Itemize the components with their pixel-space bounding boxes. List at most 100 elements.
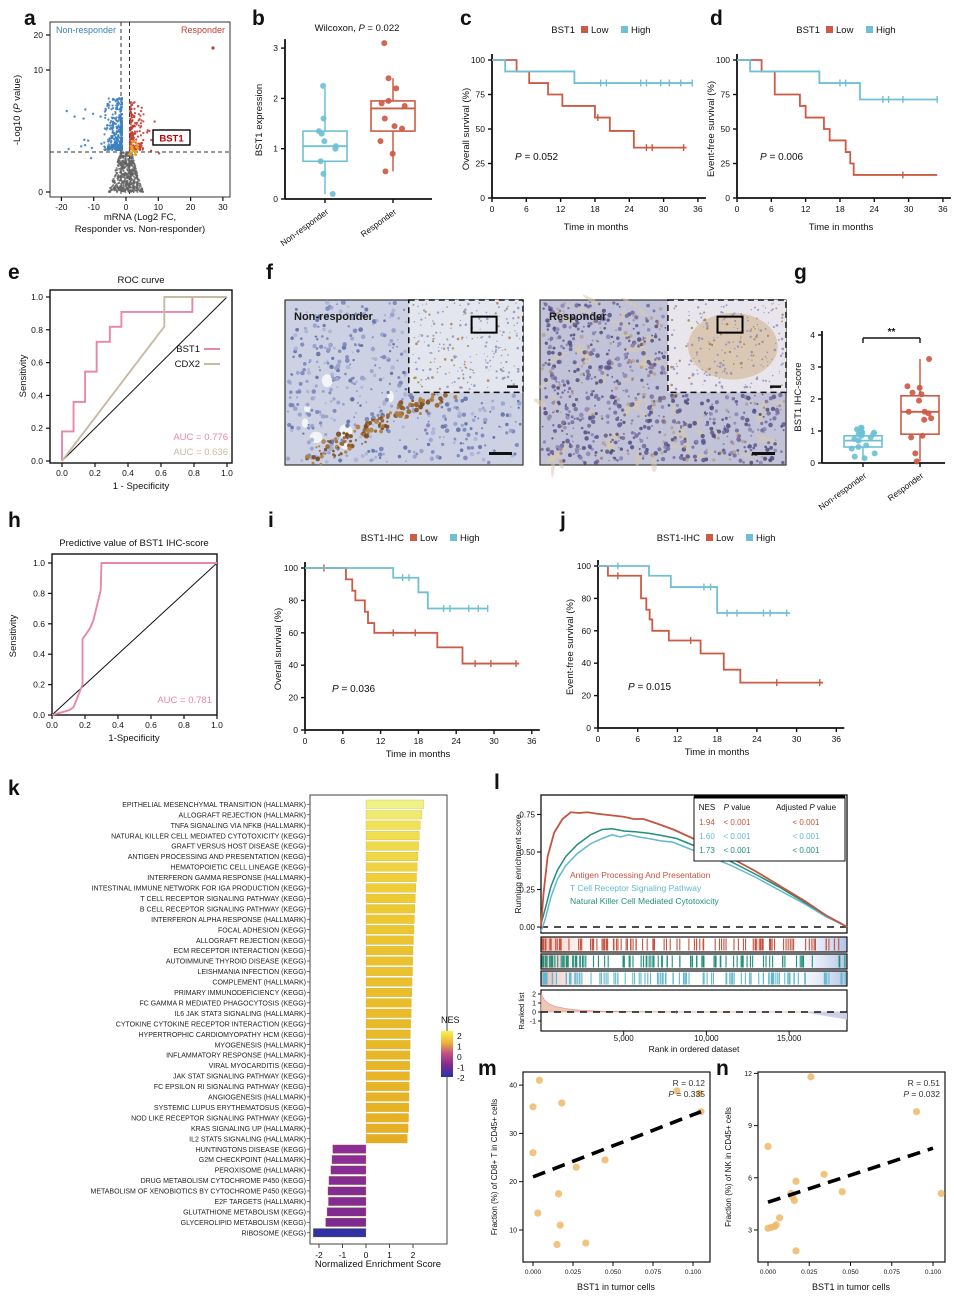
svg-text:36: 36 [693, 204, 703, 214]
svg-text:0.075: 0.075 [884, 1269, 901, 1276]
svg-text:CDX2: CDX2 [175, 359, 200, 370]
svg-text:BST1 IHC-score: BST1 IHC-score [793, 362, 804, 431]
svg-text:Responder: Responder [549, 311, 607, 323]
svg-text:Non-responder: Non-responder [56, 25, 116, 35]
svg-text:0.2: 0.2 [31, 423, 43, 433]
panel-label-h: h [8, 509, 21, 532]
svg-text:< 0.001: < 0.001 [724, 818, 751, 827]
svg-text:GRAFT VERSUS HOST DISEASE (KEG: GRAFT VERSUS HOST DISEASE (KEGG) [171, 844, 306, 851]
svg-text:30: 30 [904, 204, 914, 214]
svg-text:NES: NES [699, 803, 715, 812]
svg-text:4: 4 [810, 330, 815, 340]
svg-text:P = 0.006: P = 0.006 [760, 152, 804, 163]
svg-text:P = 0.036: P = 0.036 [332, 684, 376, 695]
svg-text:0: 0 [532, 1010, 536, 1017]
svg-text:30: 30 [792, 734, 802, 744]
svg-text:AUC = 0.636: AUC = 0.636 [173, 447, 228, 458]
svg-text:24: 24 [752, 734, 762, 744]
svg-text:6: 6 [340, 736, 345, 746]
svg-text:6: 6 [524, 204, 529, 214]
svg-text:100: 100 [577, 561, 591, 571]
svg-text:1.0: 1.0 [211, 720, 223, 730]
svg-text:< 0.001: < 0.001 [793, 832, 820, 841]
svg-text:P = 0.052: P = 0.052 [515, 152, 559, 163]
svg-text:P = 0.015: P = 0.015 [628, 682, 672, 693]
svg-text:-20: -20 [55, 202, 68, 212]
panel-i-km-os: 0 6 12 18 24 30 36 0 20 40 60 80 100 BST1-IHC Low High P… [273, 533, 540, 760]
svg-text:50: 50 [721, 124, 731, 134]
svg-text:0: 0 [38, 187, 43, 197]
panel-h-roc: 0.00.0 0.2 0.2 0.4 0.4 0.6 0.6 0.8 0.8 1.0 1.0 AUC … [8, 538, 223, 744]
svg-text:-1: -1 [457, 1063, 465, 1073]
svg-text:0.100: 0.100 [685, 1269, 702, 1276]
svg-text:0.000: 0.000 [525, 1269, 542, 1276]
svg-text:0.6: 0.6 [33, 619, 45, 629]
svg-text:INTESTINAL IMMUNE NETWORK FOR: INTESTINAL IMMUNE NETWORK FOR IGA PRODUC… [92, 886, 306, 893]
svg-text:0.50: 0.50 [519, 848, 535, 857]
panel-label-d: d [710, 7, 723, 30]
svg-text:0.0: 0.0 [46, 720, 58, 730]
svg-text:1: 1 [457, 1042, 462, 1052]
panel-label-f: f [266, 261, 273, 284]
svg-text:-2: -2 [315, 1250, 323, 1260]
svg-text:BST1 in tumor cells: BST1 in tumor cells [577, 1282, 656, 1292]
panel-label-g: g [794, 261, 807, 284]
svg-text:0.025: 0.025 [801, 1269, 818, 1276]
svg-text:Ranked list: Ranked list [517, 992, 526, 1030]
svg-text:3: 3 [748, 1228, 752, 1235]
svg-text:0.4: 0.4 [31, 390, 43, 400]
svg-text:25: 25 [721, 159, 731, 169]
svg-text:1.0: 1.0 [33, 558, 45, 568]
panel-e-roc: 0.0 0.0 0.2 0.2 0.4 0.4 0.6 0.6 0.8 0.8 1.0 1.0 BST1… [18, 275, 233, 492]
svg-text:40: 40 [509, 1083, 517, 1090]
svg-text:60: 60 [582, 626, 592, 636]
svg-text:1.0: 1.0 [221, 468, 233, 478]
svg-text:COMPLEMENT (HALLMARK): COMPLEMENT (HALLMARK) [212, 980, 306, 987]
svg-text:MYOGENESIS (HALLMARK): MYOGENESIS (HALLMARK) [215, 1042, 306, 1049]
svg-text:80: 80 [582, 593, 592, 603]
panel-label-n: n [716, 1057, 729, 1080]
svg-text:12: 12 [556, 204, 566, 214]
svg-text:12: 12 [744, 1071, 752, 1078]
svg-text:36: 36 [938, 204, 948, 214]
svg-text:Fraction (%) of NK in CD45+ ce: Fraction (%) of NK in CD45+ cells [724, 1107, 733, 1227]
panel-l-gsea: 0.00 0.25 0.50 0.75 Antigen Processing And P… [513, 794, 848, 1054]
svg-text:0.025: 0.025 [565, 1269, 582, 1276]
svg-text:Sensitivity: Sensitivity [18, 354, 29, 397]
svg-text:0.6: 0.6 [145, 720, 157, 730]
panel-label-b: b [252, 7, 265, 30]
svg-text:PRIMARY IMMUNODEFICIENCY (KEGG: PRIMARY IMMUNODEFICIENCY (KEGG) [174, 990, 306, 997]
svg-text:Running enrichment score: Running enrichment score [513, 814, 523, 913]
panel-a-volcano: -20 -10 0 10 20 30 0 10 20 Non-responder Responder… [12, 21, 231, 235]
ihc-image-non-responder: Non-responder [284, 299, 524, 466]
svg-text:B CELL RECEPTOR SIGNALING PATH: B CELL RECEPTOR SIGNALING PATHWAY (KEGG) [140, 906, 306, 913]
svg-text:0.0: 0.0 [31, 456, 43, 466]
svg-text:-1: -1 [530, 1019, 536, 1026]
svg-text:0.075: 0.075 [645, 1269, 662, 1276]
svg-text:0.050: 0.050 [605, 1269, 622, 1276]
svg-text:< 0.001: < 0.001 [724, 846, 751, 855]
svg-text:0: 0 [810, 458, 815, 468]
svg-text:DRUG METABOLISM CYTOCHROME P45: DRUG METABOLISM CYTOCHROME P450 (KEGG) [141, 1178, 306, 1185]
svg-text:CYTOKINE CYTOKINE RECEPTOR INT: CYTOKINE CYTOKINE RECEPTOR INTERACTION (… [116, 1021, 306, 1028]
svg-text:24: 24 [870, 204, 880, 214]
svg-text:2: 2 [457, 1031, 462, 1041]
svg-text:0.0: 0.0 [56, 468, 68, 478]
svg-text:0.75: 0.75 [519, 811, 535, 820]
svg-text:Adjusted P value: Adjusted P value [776, 803, 837, 812]
svg-text:10: 10 [34, 65, 44, 75]
svg-text:0.4: 0.4 [33, 649, 45, 659]
svg-text:AUC = 0.781: AUC = 0.781 [157, 695, 212, 706]
svg-text:Time in months: Time in months [809, 222, 874, 233]
svg-text:0.2: 0.2 [89, 468, 101, 478]
panel-label-e: e [8, 261, 20, 284]
svg-text:1: 1 [273, 144, 278, 154]
svg-text:High: High [460, 533, 480, 544]
svg-text:-10: -10 [88, 202, 101, 212]
svg-text:80: 80 [289, 595, 299, 605]
svg-text:30: 30 [218, 202, 228, 212]
svg-text:3: 3 [810, 362, 815, 372]
svg-text:0.2: 0.2 [33, 680, 45, 690]
svg-text:Low: Low [716, 533, 734, 544]
